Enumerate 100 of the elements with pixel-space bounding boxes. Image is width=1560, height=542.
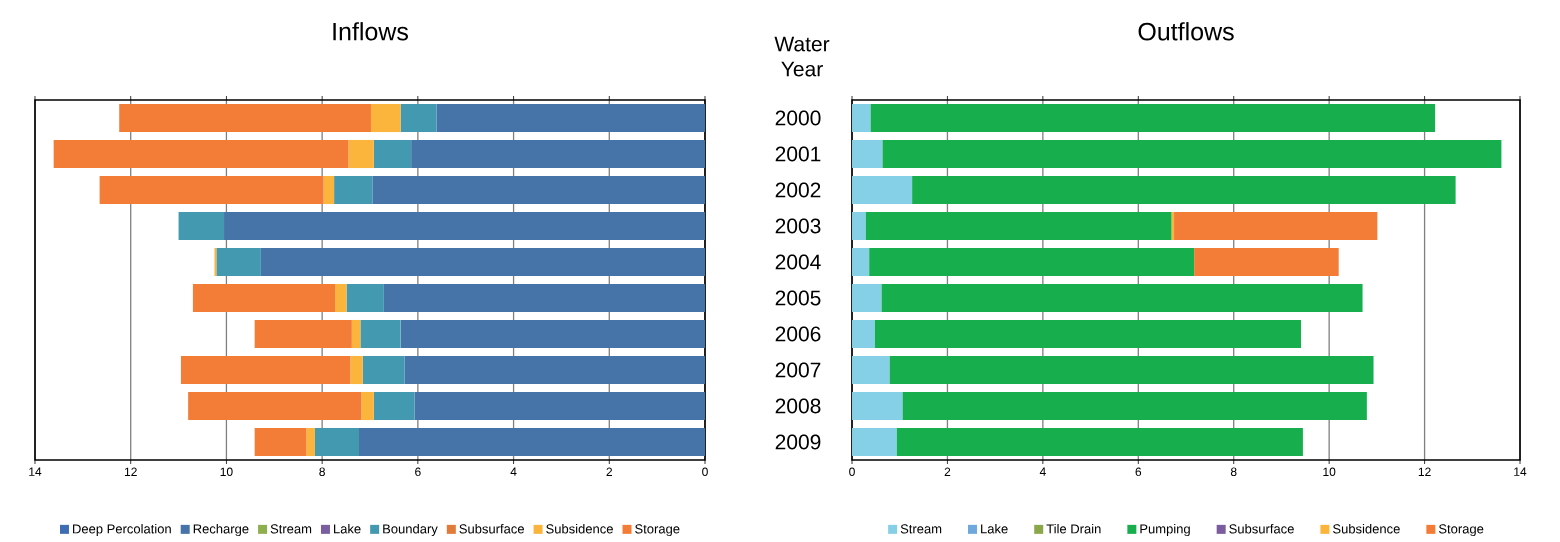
legend-label: Deep Percolation — [73, 523, 171, 537]
x-tick-label: 6 — [1135, 467, 1142, 477]
bar — [254, 427, 307, 457]
legend-label: Subsurface — [459, 523, 524, 534]
legend-label: Boundary — [383, 523, 438, 537]
y-tick-label: 2002 — [775, 182, 821, 198]
bar — [260, 247, 705, 277]
chart-title: Outflows — [1138, 22, 1234, 41]
x-tick-label: 12 — [124, 467, 137, 476]
x-tick-label: 12 — [1418, 467, 1431, 476]
bar — [852, 319, 875, 349]
bar — [852, 283, 882, 313]
bar — [852, 427, 897, 457]
bar — [852, 391, 903, 421]
x-tick-label: 10 — [1323, 467, 1336, 477]
x-tick-label: 4 — [1039, 467, 1046, 476]
y-axis-title: Water Year — [774, 36, 830, 77]
bar — [335, 283, 347, 313]
legend-label: Subsidence — [1333, 523, 1400, 534]
legend-label: Subsidence — [546, 523, 613, 534]
bar — [254, 319, 352, 349]
bar — [852, 175, 913, 205]
bar — [852, 139, 883, 169]
bar — [346, 283, 384, 313]
bar — [436, 103, 705, 133]
bar — [372, 175, 705, 205]
bar — [896, 427, 1303, 457]
bar — [180, 355, 351, 385]
bar — [224, 211, 705, 241]
y-tick-label: 2000 — [775, 110, 821, 126]
bar — [902, 391, 1367, 421]
bar — [865, 211, 1172, 241]
bar — [334, 175, 373, 205]
bar — [188, 391, 362, 421]
bar — [53, 139, 349, 169]
y-tick-label: 2001 — [775, 146, 821, 162]
x-tick-label: 0 — [849, 467, 855, 477]
bar — [874, 319, 1301, 349]
bar — [852, 103, 871, 133]
legend-label: Lake — [981, 523, 1008, 534]
bar — [192, 283, 336, 313]
y-tick-label: 2005 — [775, 290, 821, 306]
legend-label: Lake — [334, 523, 361, 534]
bar — [400, 103, 437, 133]
bar — [361, 391, 374, 421]
bar — [350, 355, 363, 385]
bar — [178, 211, 225, 241]
bar — [882, 139, 1502, 169]
bar — [404, 355, 705, 385]
x-tick-label: 14 — [29, 467, 42, 476]
y-tick-label: 2009 — [775, 434, 821, 450]
y-tick-label: 2007 — [775, 362, 821, 378]
legend-label: Recharge — [193, 523, 249, 537]
x-tick-label: 2 — [606, 467, 613, 476]
bar — [373, 391, 415, 421]
legend-label: Pumping — [1140, 523, 1190, 537]
x-tick-label: 8 — [1230, 467, 1237, 477]
bar — [348, 139, 374, 169]
bar — [881, 283, 1363, 313]
bar — [852, 355, 890, 385]
bar — [362, 355, 405, 385]
bar — [314, 427, 359, 457]
y-tick-label: 2008 — [775, 398, 821, 414]
bar — [912, 175, 1456, 205]
x-tick-label: 0 — [702, 467, 708, 477]
bar — [119, 103, 371, 133]
bar — [358, 427, 705, 457]
x-tick-label: 4 — [510, 467, 517, 476]
bar — [351, 319, 361, 349]
bar — [889, 355, 1374, 385]
bar — [323, 175, 335, 205]
legend-label: Subsurface — [1229, 523, 1294, 534]
x-tick-label: 2 — [944, 467, 951, 476]
legend-label: Storage — [635, 524, 680, 537]
bar — [1174, 211, 1378, 241]
y-tick-label: 2004 — [775, 254, 821, 270]
bar — [870, 103, 1436, 133]
x-tick-label: 10 — [220, 467, 233, 477]
bar — [1194, 247, 1339, 277]
bar — [411, 139, 705, 169]
legend-label: Storage — [1438, 524, 1484, 537]
bar — [869, 247, 1195, 277]
legend-label: Stream — [900, 524, 942, 534]
bar — [360, 319, 401, 349]
bar — [852, 211, 866, 241]
chart-title: Inflows — [333, 22, 408, 41]
bar — [306, 427, 315, 457]
x-tick-label: 8 — [319, 467, 325, 477]
x-tick-label: 6 — [415, 467, 421, 477]
bar — [852, 247, 870, 277]
y-tick-label: 2006 — [775, 326, 821, 342]
bar — [400, 319, 705, 349]
bar — [373, 139, 412, 169]
y-tick-label: 2003 — [775, 218, 821, 234]
legend-label: Tile Drain — [1046, 523, 1101, 534]
x-tick-label: 14 — [1514, 467, 1527, 476]
bar — [414, 391, 705, 421]
bar — [370, 103, 401, 133]
bar — [216, 247, 261, 277]
bar — [99, 175, 324, 205]
